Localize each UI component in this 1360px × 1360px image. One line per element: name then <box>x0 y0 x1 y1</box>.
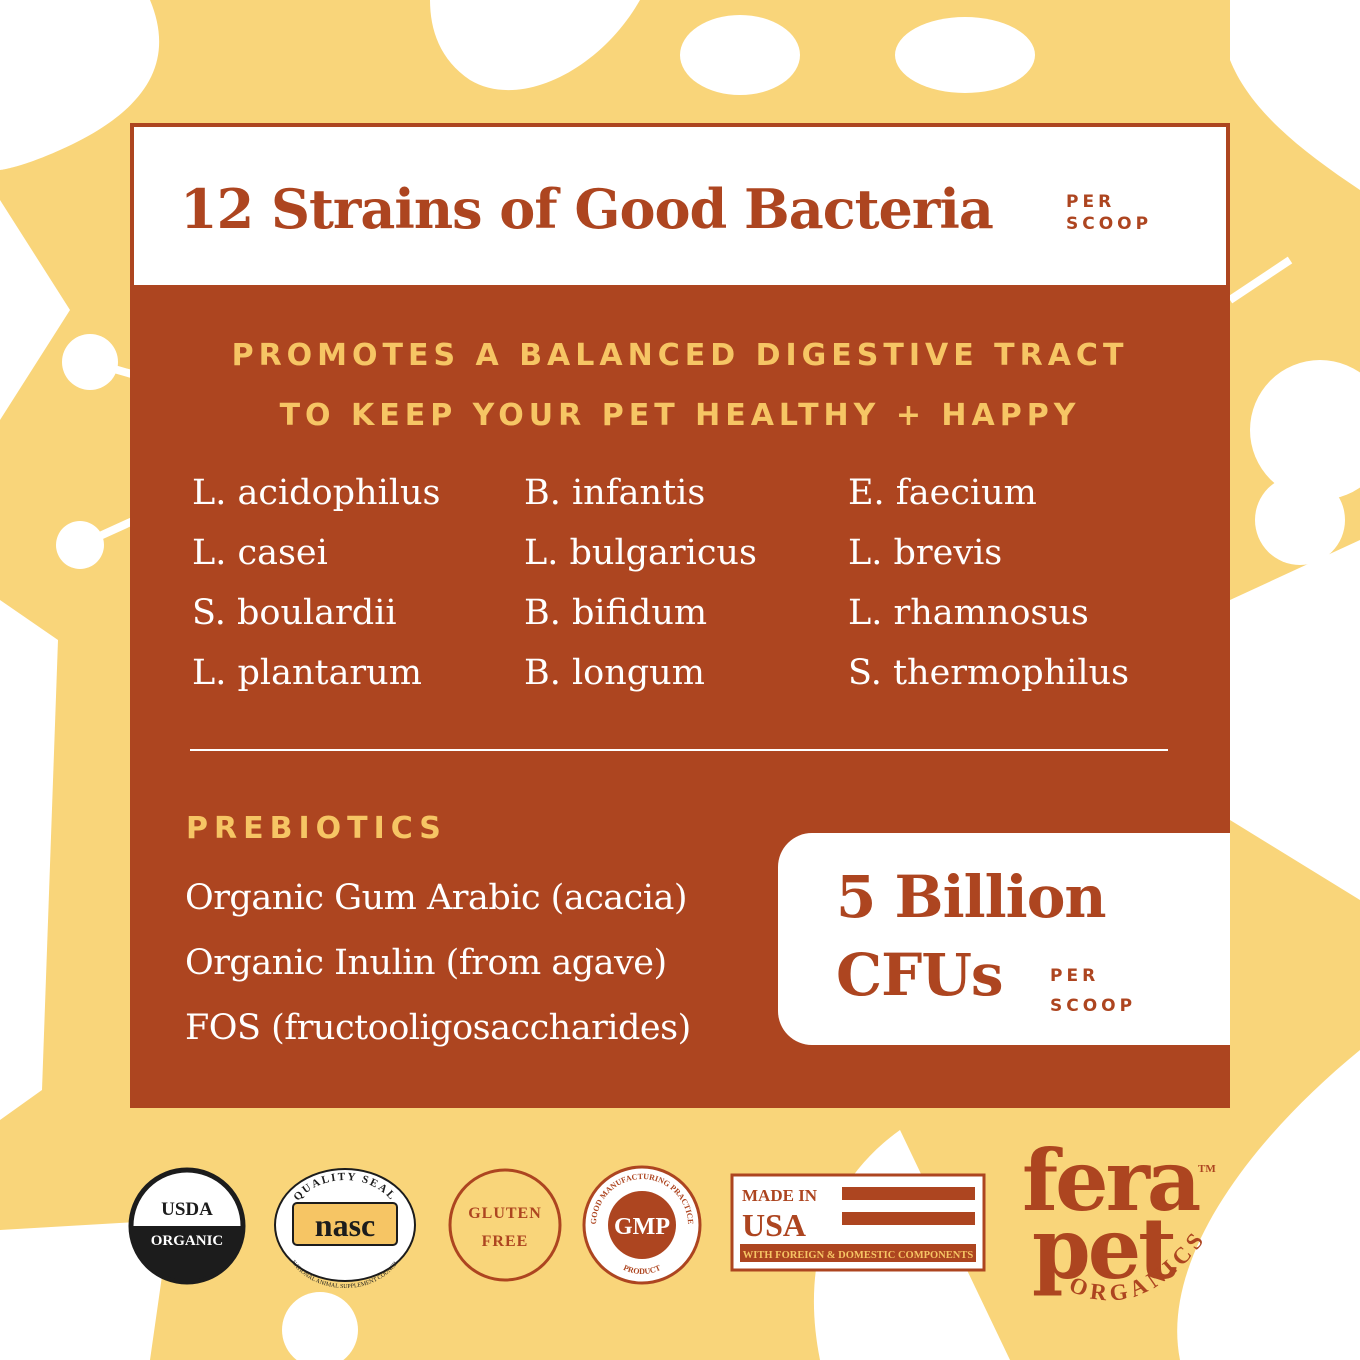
strain-item: B. bifidum <box>524 593 708 633</box>
prebiotic-item: FOS (fructooligosaccharides) <box>185 1008 691 1048</box>
strain-item: L. rhamnosus <box>848 593 1089 633</box>
strain-item: L. plantarum <box>192 653 422 693</box>
strain-item: S. boulardii <box>192 593 397 633</box>
strain-item: L. acidophilus <box>192 473 441 513</box>
title-bar: 12 Strains of Good Bacteria PER SCOOP <box>134 127 1226 285</box>
scoop-text: SCOOP <box>1050 996 1137 1016</box>
strain-item: L. casei <box>192 533 328 573</box>
strain-item: L. brevis <box>848 533 1003 573</box>
prebiotics-heading: PREBIOTICS <box>186 811 447 846</box>
cfu-per-scoop: PER SCOOP <box>1050 961 1136 1021</box>
strain-item: L. bulgaricus <box>524 533 757 573</box>
cfu-amount: 5 Billion <box>836 863 1107 931</box>
per-text: PER <box>1050 966 1100 986</box>
scoop-text: SCOOP <box>1066 214 1153 234</box>
card-title: 12 Strains of Good Bacteria <box>180 177 994 241</box>
strain-item: B. infantis <box>524 473 706 513</box>
tagline-line-1: PROMOTES A BALANCED DIGESTIVE TRACT <box>231 338 1129 373</box>
cfu-callout: 5 Billion CFUs PER SCOOP <box>778 833 1230 1045</box>
strain-item: S. thermophilus <box>848 653 1130 693</box>
per-scoop-label: PER SCOOP <box>1066 191 1152 235</box>
per-text: PER <box>1066 192 1116 212</box>
prebiotic-item: Organic Inulin (from agave) <box>185 943 667 983</box>
strain-item: E. faecium <box>848 473 1037 513</box>
cfu-unit: CFUs <box>836 941 1004 1009</box>
strain-item: B. longum <box>524 653 705 693</box>
section-divider <box>190 749 1168 751</box>
tagline-line-2: TO KEEP YOUR PET HEALTHY + HAPPY <box>279 398 1081 433</box>
prebiotic-item: Organic Gum Arabic (acacia) <box>185 878 687 918</box>
